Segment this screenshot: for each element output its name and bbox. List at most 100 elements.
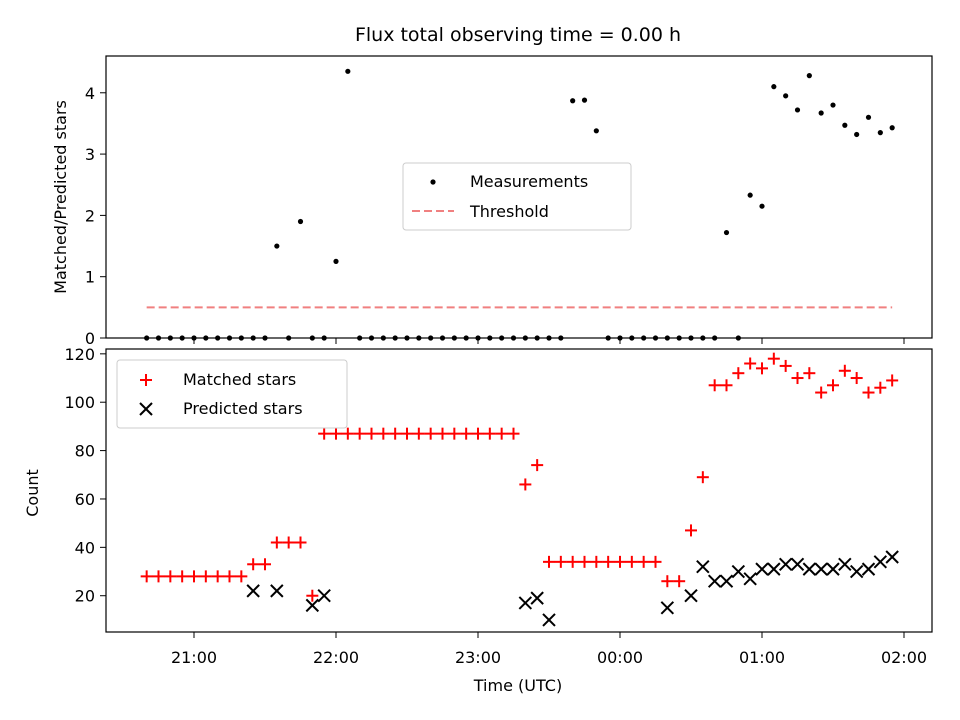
top-data-marks bbox=[144, 68, 895, 341]
bottom-data-marks bbox=[140, 352, 899, 627]
matched-star-point bbox=[140, 570, 153, 583]
matched-star-point bbox=[625, 555, 638, 568]
predicted-star-point bbox=[684, 589, 698, 603]
matched-star-point bbox=[235, 570, 248, 583]
matched-star-point bbox=[152, 570, 165, 583]
matched-star-point bbox=[377, 427, 390, 440]
matched-star-point bbox=[708, 379, 721, 392]
legend-predicted-label: Predicted stars bbox=[183, 399, 303, 418]
measurement-point bbox=[593, 128, 599, 134]
top-plot-frame bbox=[105, 55, 933, 339]
matched-star-point bbox=[507, 427, 520, 440]
matched-star-point bbox=[472, 427, 484, 440]
legend-measurements-label: Measurements bbox=[470, 172, 588, 191]
measurement-point bbox=[771, 84, 777, 90]
matched-star-point bbox=[365, 427, 378, 440]
matched-star-point bbox=[566, 555, 579, 568]
predicted-star-point bbox=[542, 613, 556, 627]
measurement-point bbox=[759, 203, 765, 209]
matched-star-point bbox=[318, 427, 331, 440]
legend-measurements-marker bbox=[430, 179, 436, 185]
x-tick-label: 00:00 bbox=[597, 648, 643, 667]
matched-star-point bbox=[886, 374, 899, 387]
predicted-star-point bbox=[767, 562, 781, 576]
predicted-star-point bbox=[861, 562, 876, 576]
predicted-star-point bbox=[838, 557, 852, 571]
matched-star-point bbox=[176, 570, 189, 583]
matched-star-point bbox=[874, 381, 887, 394]
predicted-star-point bbox=[731, 564, 746, 579]
matched-star-point bbox=[767, 352, 780, 365]
x-tick-label: 21:00 bbox=[171, 648, 217, 667]
matched-star-point bbox=[270, 536, 283, 549]
matched-star-point bbox=[685, 524, 697, 537]
matched-star-point bbox=[696, 471, 709, 484]
matched-star-point bbox=[779, 359, 792, 372]
matched-star-point bbox=[554, 555, 567, 568]
matched-star-point bbox=[211, 570, 224, 583]
matched-star-point bbox=[637, 555, 650, 568]
matched-star-point bbox=[389, 427, 402, 440]
matched-star-point bbox=[448, 427, 461, 440]
matched-star-point bbox=[838, 364, 851, 377]
predicted-star-point bbox=[802, 562, 817, 576]
measurement-point bbox=[345, 68, 351, 74]
matched-star-point bbox=[247, 558, 260, 571]
x-tick-label: 22:00 bbox=[313, 648, 359, 667]
top-y-ticks: 0 1 2 3 4 bbox=[85, 84, 106, 348]
measurement-point bbox=[842, 122, 848, 128]
predicted-star-point bbox=[790, 557, 805, 571]
predicted-star-point bbox=[873, 555, 888, 569]
matched-star-point bbox=[543, 555, 555, 568]
matched-star-point bbox=[259, 558, 271, 571]
matched-star-point bbox=[199, 570, 212, 583]
top-y-tick-label: 2 bbox=[85, 206, 95, 225]
measurement-point bbox=[818, 110, 824, 116]
predicted-star-point bbox=[814, 562, 828, 576]
x-tick-label: 01:00 bbox=[739, 648, 785, 667]
predicted-star-point bbox=[885, 550, 899, 564]
measurement-point bbox=[794, 107, 801, 113]
predicted-star-point bbox=[743, 572, 757, 586]
matched-star-point bbox=[850, 372, 863, 385]
predicted-star-point bbox=[270, 584, 284, 598]
measurement-point bbox=[297, 218, 304, 225]
matched-star-point bbox=[732, 367, 745, 380]
legend-threshold-label: Threshold bbox=[469, 202, 549, 221]
matched-star-point bbox=[436, 427, 449, 440]
matched-star-point bbox=[412, 427, 425, 440]
bottom-legend: Matched stars Predicted stars bbox=[116, 359, 348, 429]
x-tick-label: 23:00 bbox=[455, 648, 501, 667]
predicted-star-point bbox=[696, 559, 710, 574]
predicted-star-point bbox=[518, 596, 533, 610]
matched-star-point bbox=[791, 372, 804, 385]
measurement-point bbox=[830, 102, 836, 108]
matched-star-point bbox=[815, 386, 828, 399]
matched-star-point bbox=[661, 575, 674, 588]
matched-star-point bbox=[401, 427, 413, 440]
bottom-y-ticks: 20 40 60 80 100 120 bbox=[64, 345, 106, 606]
x-tick-label: 02:00 bbox=[881, 648, 927, 667]
legend-matched-label: Matched stars bbox=[183, 370, 296, 389]
star-count-panel: Count Time (UTC) 20 40 60 80 100 120 21:00 22:… bbox=[23, 345, 933, 695]
predicted-star-point bbox=[305, 598, 320, 613]
measurement-point bbox=[865, 114, 872, 120]
top-legend: Measurements Threshold bbox=[402, 162, 632, 231]
matched-star-point bbox=[756, 362, 768, 375]
predicted-star-point bbox=[317, 589, 331, 603]
legend-predicted-marker bbox=[139, 402, 153, 416]
chart-title: Flux total observing time = 0.00 h bbox=[355, 24, 681, 46]
matched-star-point bbox=[862, 386, 875, 399]
bottom-legend-box bbox=[116, 359, 348, 429]
measurement-point bbox=[581, 97, 588, 103]
top-y-tick-label: 4 bbox=[85, 84, 95, 103]
bottom-y-tick-label: 60 bbox=[75, 490, 95, 509]
matched-star-point bbox=[188, 570, 200, 583]
bottom-y-tick-label: 100 bbox=[64, 393, 95, 412]
matched-star-point bbox=[483, 427, 496, 440]
legend-matched-marker bbox=[140, 374, 152, 386]
matched-star-point bbox=[424, 427, 437, 440]
measurement-point bbox=[806, 73, 812, 79]
bottom-y-tick-label: 40 bbox=[75, 538, 95, 557]
matched-star-point bbox=[223, 570, 236, 583]
